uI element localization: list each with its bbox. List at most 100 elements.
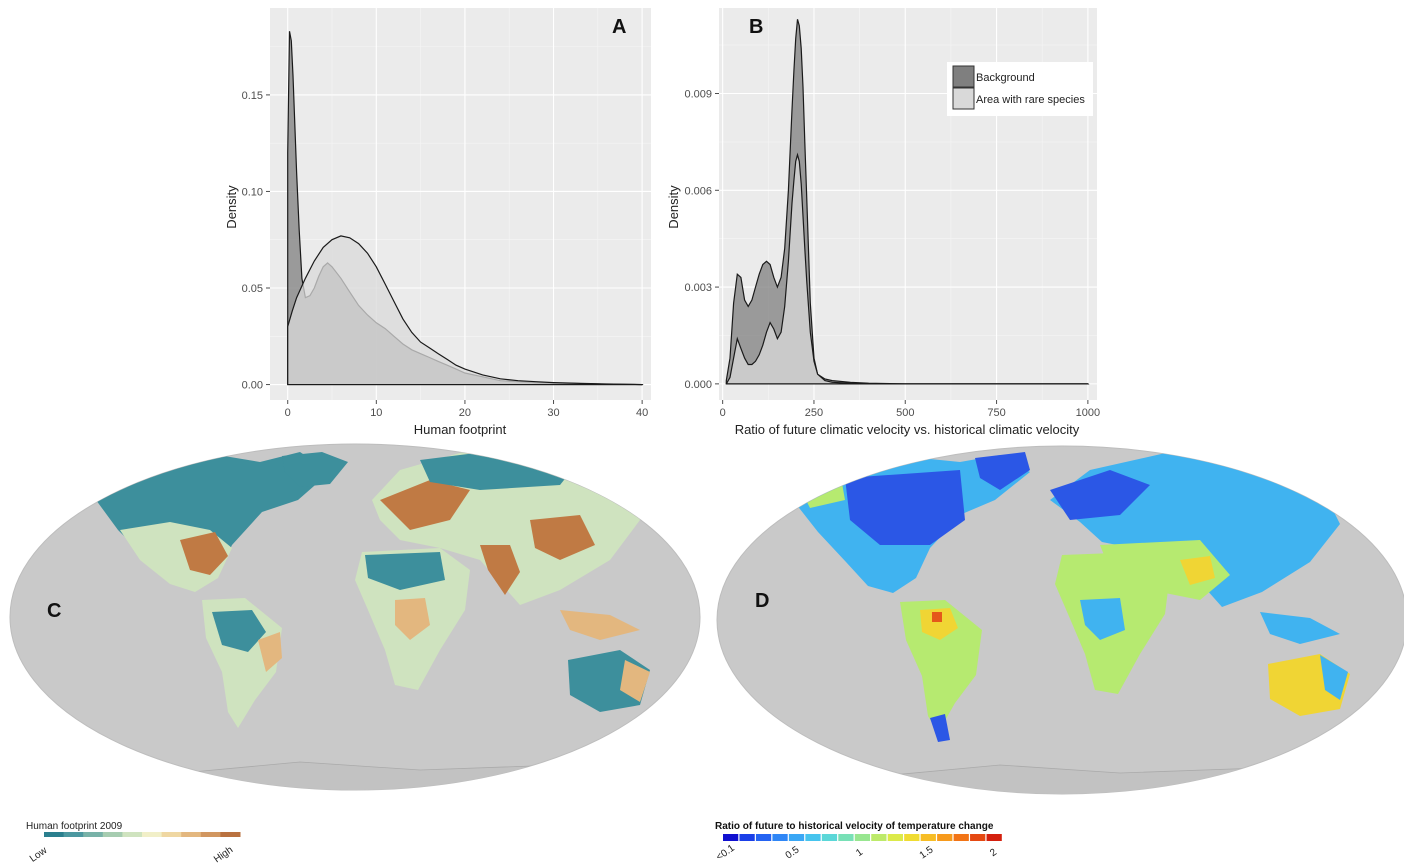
map-c-amazon xyxy=(212,610,266,652)
colorbar-swatch xyxy=(102,832,123,837)
density-area-rare-species xyxy=(287,235,644,386)
x-tick-label: 750 xyxy=(987,407,1005,419)
colorbar-tick-label: 1.5 xyxy=(918,844,936,861)
x-tick-label: 40 xyxy=(636,407,648,419)
panel-label-a: A xyxy=(612,16,626,38)
x-tick-label: 30 xyxy=(547,407,559,419)
map-d-land xyxy=(795,452,1350,794)
plot-b-gridlines xyxy=(719,8,1097,400)
map-c-us-east xyxy=(180,532,228,575)
colorbar-swatch xyxy=(142,832,163,837)
map-c-brazil-coast xyxy=(258,632,282,672)
density-plot-velocity-ratio: 0 250 500 750 1000 0.000 0.003 0.006 0.009 Rati… xyxy=(666,8,1100,437)
y-tick-label: 0.00 xyxy=(242,380,263,392)
colorbar-tick-label: 0.5 xyxy=(784,844,802,861)
legend-velocity-tick-labels: <0.1 0.5 1 1.5 2 xyxy=(714,843,999,863)
legend-footprint-low: Low xyxy=(28,845,50,863)
map-c-east-china xyxy=(530,515,595,560)
plot-b-x-ticks: 0 250 500 750 1000 xyxy=(720,400,1100,419)
colorbar-swatch xyxy=(838,834,854,841)
x-tick-label: 500 xyxy=(896,407,914,419)
y-tick-label: 0.009 xyxy=(684,88,712,100)
colorbar-swatch xyxy=(83,832,104,837)
colorbar-swatch xyxy=(772,834,788,841)
plot-b-legend: Background Area with rare species xyxy=(947,62,1093,116)
x-tick-label: 0 xyxy=(720,407,726,419)
colorbar-tick-label: 1 xyxy=(854,847,865,859)
plot-b-series xyxy=(725,19,1090,385)
legend-human-footprint: Human footprint 2009 Low High xyxy=(26,821,241,863)
legend-key-background xyxy=(952,65,975,88)
colorbar-swatch xyxy=(937,834,953,841)
legend-footprint-colorbar xyxy=(44,832,241,837)
colorbar-swatch xyxy=(805,834,821,841)
map-d-greenland xyxy=(975,452,1030,490)
colorbar-swatch xyxy=(904,834,920,841)
legend-label-background: Background xyxy=(976,72,1035,84)
y-tick-label: 0.15 xyxy=(242,90,263,102)
plot-a-x-ticks: 0 10 20 30 40 xyxy=(285,400,648,419)
map-c-india xyxy=(480,545,520,595)
colorbar-swatch xyxy=(181,832,202,837)
colorbar-swatch xyxy=(986,834,1002,841)
plot-b-y-axis-title: Density xyxy=(666,185,681,229)
y-tick-label: 0.10 xyxy=(242,186,263,198)
map-c-europe xyxy=(380,480,470,530)
legend-label-rare-species: Area with rare species xyxy=(976,94,1085,106)
plot-b-y-ticks: 0.000 0.003 0.006 0.009 xyxy=(684,88,719,391)
map-velocity-ratio: D xyxy=(716,445,1404,795)
colorbar-swatch xyxy=(63,832,84,837)
plot-a-series xyxy=(287,31,644,386)
map-c-central-africa xyxy=(395,598,430,640)
map-d-scandinavia xyxy=(1050,470,1150,520)
y-tick-label: 0.003 xyxy=(684,282,712,294)
legend-key-rare-species xyxy=(952,87,975,110)
y-tick-label: 0.006 xyxy=(684,185,712,197)
legend-footprint-title: Human footprint 2009 xyxy=(26,821,123,832)
x-tick-label: 20 xyxy=(459,407,471,419)
map-c-southeast-asia xyxy=(560,610,640,640)
map-d-south-america xyxy=(900,600,982,733)
colorbar-swatch xyxy=(788,834,805,841)
colorbar-swatch xyxy=(953,834,969,841)
map-d-southeast-asia xyxy=(1260,612,1340,644)
legend-velocity-colorbar xyxy=(723,834,1002,841)
map-d-australia-east xyxy=(1320,655,1348,700)
colorbar-tick-label: 2 xyxy=(988,847,999,859)
x-tick-label: 10 xyxy=(370,407,382,419)
y-tick-label: 0.05 xyxy=(242,283,263,295)
panel-label-d: D xyxy=(755,590,769,612)
colorbar-swatch xyxy=(44,832,65,837)
plot-b-x-axis-title: Ratio of future climatic velocity vs. hi… xyxy=(735,422,1080,437)
x-tick-label: 250 xyxy=(805,407,823,419)
legend-velocity-ratio: Ratio of future to historical velocity o… xyxy=(714,821,1002,863)
map-d-canada xyxy=(845,470,965,545)
x-tick-label: 0 xyxy=(285,407,291,419)
map-c-sahara xyxy=(365,552,445,590)
y-tick-label: 0.000 xyxy=(684,379,712,391)
legend-velocity-title: Ratio of future to historical velocity o… xyxy=(715,821,994,832)
colorbar-swatch xyxy=(871,834,887,841)
colorbar-swatch xyxy=(920,834,936,841)
colorbar-swatch xyxy=(723,834,739,841)
colorbar-swatch xyxy=(887,834,903,841)
colorbar-swatch xyxy=(755,834,772,841)
panel-label-c: C xyxy=(47,600,61,622)
plot-a-x-axis-title: Human footprint xyxy=(414,422,507,437)
map-d-central-africa xyxy=(1080,598,1125,640)
colorbar-swatch xyxy=(161,832,182,837)
colorbar-swatch xyxy=(220,832,241,837)
density-plot-human-footprint: 0 10 20 30 40 0.00 0.05 0.10 0.15 Human footpri… xyxy=(224,8,651,437)
colorbar-tick-label: <0.1 xyxy=(714,843,737,863)
colorbar-swatch xyxy=(739,834,755,841)
map-d-patagonia xyxy=(930,714,950,742)
colorbar-swatch xyxy=(821,834,838,841)
plot-a-y-ticks: 0.00 0.05 0.10 0.15 xyxy=(242,90,270,392)
colorbar-swatch xyxy=(854,834,871,841)
plot-a-y-axis-title: Density xyxy=(224,185,239,229)
map-d-amazon xyxy=(920,608,958,640)
map-c-australia-east xyxy=(620,660,650,702)
colorbar-swatch xyxy=(970,834,986,841)
map-d-hotspot xyxy=(932,612,942,622)
